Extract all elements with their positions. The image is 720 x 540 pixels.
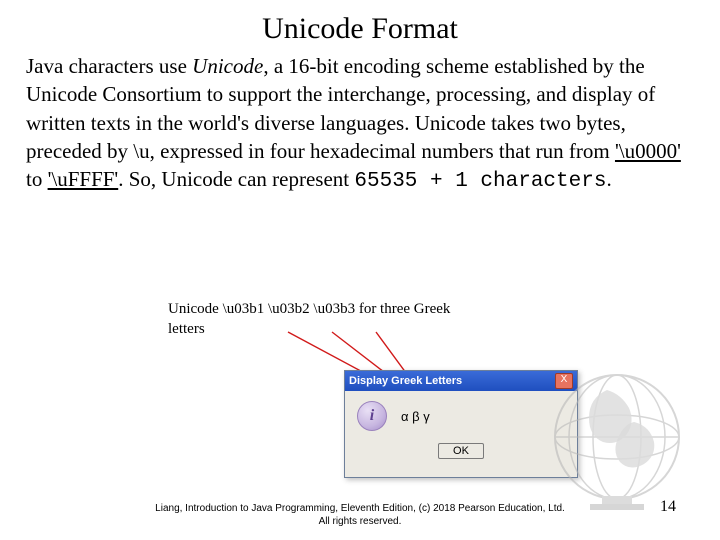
page-number: 14 — [660, 498, 676, 516]
body-mono: 65535 + 1 characters — [354, 170, 606, 193]
body-paragraph: Java characters use Unicode, a 16-bit en… — [0, 46, 720, 197]
body-ul2: '\uFFFF' — [48, 167, 119, 191]
footer-line2: All rights reserved. — [319, 516, 402, 527]
body-mid2: . So, Unicode can represent — [118, 167, 354, 191]
dialog-title: Display Greek Letters — [349, 375, 462, 387]
globe-icon — [542, 362, 692, 512]
info-icon: i — [357, 401, 387, 431]
body-tail: . — [606, 167, 611, 191]
body-mid1: to — [26, 167, 48, 191]
slide-title: Unicode Format — [0, 0, 720, 46]
body-ul1: '\u0000' — [615, 139, 681, 163]
caption-text: Unicode \u03b1 \u03b2 \u03b3 for three G… — [168, 300, 478, 339]
body-pre: Java characters use — [26, 54, 192, 78]
footer: Liang, Introduction to Java Programming,… — [0, 503, 720, 528]
footer-line1: Liang, Introduction to Java Programming,… — [155, 503, 565, 514]
dialog-letters: α β γ — [401, 409, 430, 424]
body-italic: Unicode — [192, 54, 263, 78]
ok-button[interactable]: OK — [438, 443, 484, 459]
